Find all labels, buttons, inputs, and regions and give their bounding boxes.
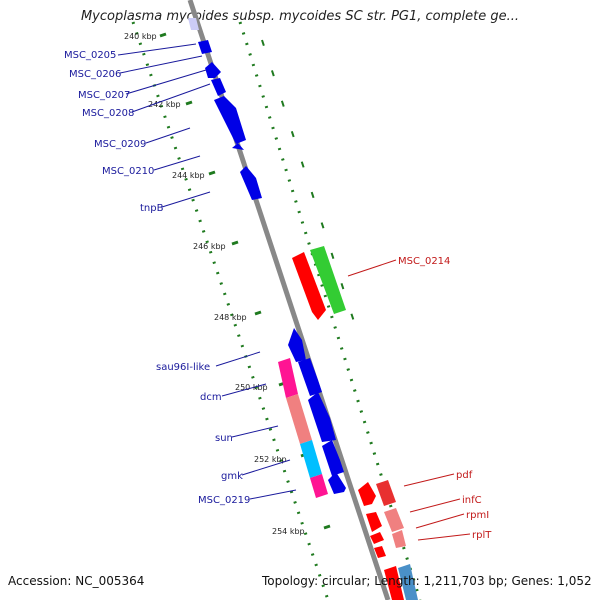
gene-label-infC[interactable]: infC [462,495,482,506]
gene-label-rpmI[interactable]: rpmI [466,510,489,521]
salmon-feature [286,394,312,444]
gene-feature-MSC_0214-green [310,246,346,314]
gene-feature-dcm [298,358,322,396]
gene-feature-rplT [374,546,386,558]
gene-label-pdf[interactable]: pdf [456,470,473,481]
gene-label-MSC_0219[interactable]: MSC_0219 [198,495,250,506]
bottom-red-feature [384,566,404,600]
gene-feature-MSC_0207 [205,62,221,78]
gene-feature-infC-2 [384,508,404,532]
reverse-cds-features [358,480,418,600]
gene-label-MSC_0210[interactable]: MSC_0210 [102,166,154,177]
gene-feature-MSC_0206 [198,40,212,54]
tick-252kbp: 252 kbp [254,455,287,464]
gene-label-MSC_0209[interactable]: MSC_0209 [94,139,146,150]
gene-label-dcm[interactable]: dcm [200,392,222,403]
gene-label-MSC_0207[interactable]: MSC_0207 [78,90,130,101]
mixed-feature-column [278,358,328,498]
cyan-feature [300,440,322,478]
gene-label-MSC_0205[interactable]: MSC_0205 [64,50,116,61]
gene-label-MSC_0214[interactable]: MSC_0214 [398,256,450,267]
gene-feature-MSC_0209 [214,96,246,144]
gene-label-sau96I-like[interactable]: sau96I-like [156,362,210,373]
gene-feature-gmk [322,440,344,476]
gene-feature-sau96I-like [288,328,306,362]
tick-254kbp: 254 kbp [272,527,305,536]
bottom-blue-feature [398,564,418,600]
gene-feature-pdf [358,482,376,506]
tick-242kbp: 242 kbp [148,100,181,109]
gene-label-tnpB[interactable]: tnpB [140,203,164,214]
tick-246kbp: 246 kbp [193,242,226,251]
magenta-feature-2 [310,474,328,498]
gene-feature-pdf-2 [376,480,396,506]
gene-feature-MSC_0208 [211,78,226,96]
gene-label-sun[interactable]: sun [215,433,233,444]
gene-feature-sun [308,392,336,442]
gene-feature-rpmI-2 [392,530,406,548]
gene-label-MSC_0208[interactable]: MSC_0208 [82,108,134,119]
gene-label-MSC_0206[interactable]: MSC_0206 [69,69,121,80]
gene-label-gmk[interactable]: gmk [221,471,243,482]
tick-244kbp: 244 kbp [172,171,205,180]
gene-feature-MSC_0205 [188,18,199,30]
magenta-feature [278,358,298,398]
left-labels [117,43,297,500]
gene-feature-tnpB [240,166,262,200]
right-labels [347,259,471,541]
gene-feature-infC [366,512,382,532]
gene-feature-MSC_0210 [232,143,244,150]
gene-feature-MSC_0219 [328,472,346,494]
tick-248kbp: 248 kbp [214,313,247,322]
tick-240kbp: 240 kbp [124,32,157,41]
gene-label-rplT[interactable]: rplT [472,530,492,541]
gene-feature-MSC_0214-red [292,252,326,320]
gene-feature-rpmI [370,532,384,544]
right-dotted-track [238,21,422,600]
genome-stats-text: Topology: circular; Length: 1,211,703 bp… [262,574,592,588]
forward-cds-features [188,18,346,494]
accession-text: Accession: NC_005364 [8,574,145,588]
